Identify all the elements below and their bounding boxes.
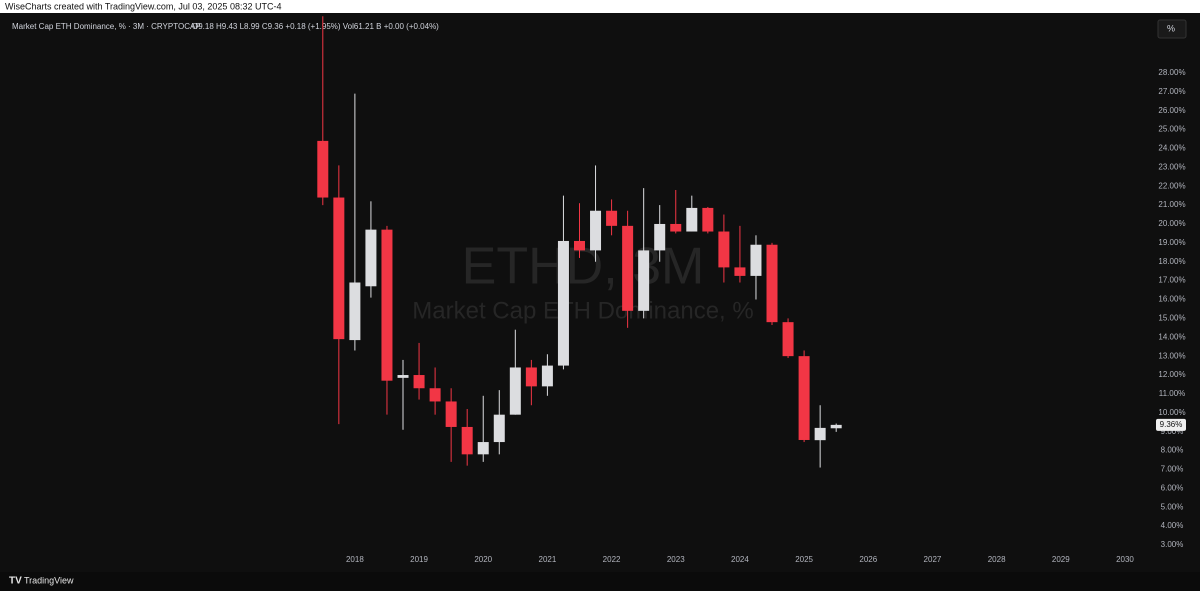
candle-body (718, 231, 730, 268)
candle-body (349, 282, 361, 341)
candle-body (814, 427, 826, 441)
y-tick-label: 10.00% (1158, 408, 1185, 417)
y-tick-label: 7.00% (1161, 465, 1184, 474)
y-tick-label: 4.00% (1161, 521, 1184, 530)
candle-body (461, 426, 473, 455)
watermark-name: Market Cap ETH Dominance, % (412, 297, 753, 324)
scale-button-label[interactable]: % (1167, 23, 1175, 33)
candle-body (782, 322, 794, 357)
x-tick-label: 2026 (859, 555, 877, 564)
y-tick-label: 17.00% (1158, 276, 1185, 285)
x-tick-label: 2020 (474, 555, 492, 564)
y-tick-label: 14.00% (1158, 332, 1185, 341)
last-price-label: 9.36% (1160, 420, 1183, 429)
legend-text: Market Cap ETH Dominance, % · 3M · CRYPT… (12, 22, 201, 31)
x-tick-label: 2018 (346, 555, 364, 564)
x-tick-label: 2021 (539, 555, 557, 564)
bottom-bar (0, 572, 1200, 591)
candle-body (573, 240, 585, 251)
candle-body (397, 375, 409, 378)
top-bar (0, 0, 1200, 13)
y-tick-label: 24.00% (1158, 144, 1185, 153)
x-tick-label: 2025 (795, 555, 813, 564)
y-tick-label: 28.00% (1158, 68, 1185, 77)
x-tick-label: 2022 (603, 555, 621, 564)
y-tick-label: 22.00% (1158, 181, 1185, 190)
candle-body (654, 223, 666, 251)
scale-button[interactable] (1157, 19, 1187, 39)
candle-body (734, 267, 746, 276)
x-tick-label: 2029 (1052, 555, 1070, 564)
y-tick-label: 3.00% (1161, 540, 1184, 549)
candle-body (750, 244, 762, 276)
attribution: WiseCharts created with TradingView.com,… (5, 1, 281, 11)
candle-body (525, 367, 537, 387)
y-tick-label: 11.00% (1159, 389, 1186, 398)
candle-body (606, 210, 618, 226)
candle-body (541, 365, 553, 387)
last-price-box (1156, 418, 1186, 431)
candle-body (509, 367, 521, 415)
candle-body (702, 207, 714, 232)
candle-body (413, 375, 425, 389)
y-tick-label: 23.00% (1158, 162, 1185, 171)
y-tick-label: 6.00% (1161, 483, 1184, 492)
candle-body (493, 414, 505, 443)
x-tick-label: 2024 (731, 555, 749, 564)
candle-body (670, 223, 682, 232)
candle-body (429, 388, 441, 402)
y-tick-label: 27.00% (1158, 87, 1185, 96)
y-tick-label: 21.00% (1158, 200, 1185, 209)
candle-body (622, 225, 634, 311)
y-tick-label: 5.00% (1161, 502, 1184, 511)
brand: TradingView (24, 575, 74, 585)
y-tick-label: 13.00% (1158, 351, 1185, 360)
y-tick-label: 16.00% (1158, 295, 1185, 304)
candle-body (317, 140, 329, 198)
candle-body (381, 229, 393, 381)
y-tick-label: 18.00% (1158, 257, 1185, 266)
x-tick-label: 2028 (988, 555, 1006, 564)
brand-logo: TV (9, 576, 22, 587)
candle-body (638, 250, 650, 311)
y-tick-label: 12.00% (1158, 370, 1185, 379)
candle-body (766, 244, 778, 323)
x-tick-label: 2030 (1116, 555, 1134, 564)
candle-body (333, 197, 345, 340)
x-tick-label: 2019 (410, 555, 428, 564)
candle-body (686, 207, 698, 232)
candle-body (365, 229, 377, 287)
y-tick-label: 9.00% (1161, 427, 1184, 436)
x-tick-label: 2023 (667, 555, 685, 564)
x-tick-label: 2027 (924, 555, 942, 564)
candle-body (477, 442, 489, 455)
y-tick-label: 26.00% (1158, 106, 1185, 115)
candle-body (830, 424, 842, 429)
candle-body (445, 401, 457, 427)
y-tick-label: 19.00% (1158, 238, 1185, 247)
y-tick-label: 25.00% (1158, 125, 1185, 134)
legend-values: O9.18 H9.43 L8.99 C9.36 +0.18 (+1.95%) V… (192, 22, 439, 31)
candle-body (557, 240, 569, 366)
candle-body (590, 210, 602, 251)
y-tick-label: 15.00% (1158, 313, 1185, 322)
y-tick-label: 8.00% (1161, 446, 1184, 455)
y-tick-label: 20.00% (1158, 219, 1185, 228)
candle-body (798, 356, 810, 440)
